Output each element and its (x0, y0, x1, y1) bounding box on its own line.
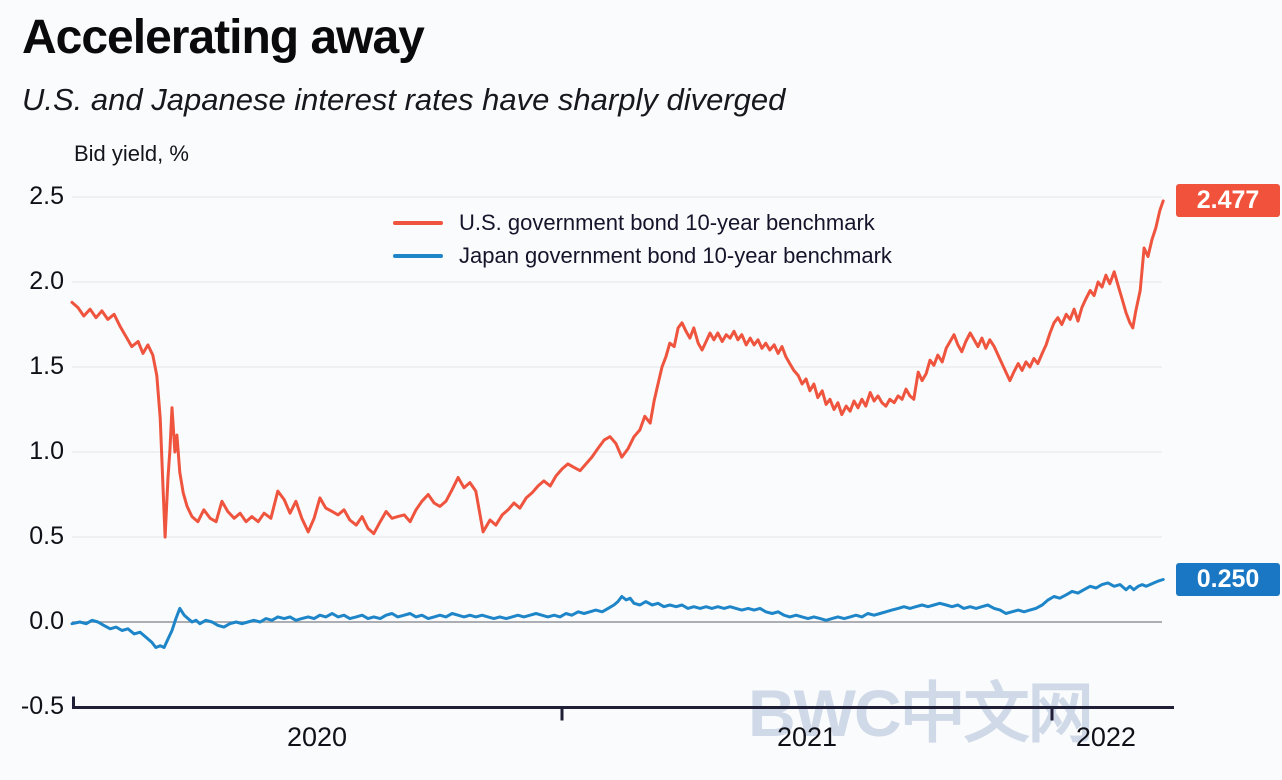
legend-label-us: U.S. government bond 10-year benchmark (459, 209, 875, 235)
x-tick-label: 2022 (1075, 722, 1136, 752)
legend-label-japan: Japan government bond 10-year benchmark (459, 242, 892, 268)
y-axis-label: Bid yield, % (74, 141, 189, 166)
chart-title: Accelerating away (22, 11, 425, 64)
legend-item-japan: Japan government bond 10-year benchmark (393, 239, 892, 272)
us-yield-line (70, 199, 1165, 539)
y-tick-label: -0.5 (20, 692, 64, 720)
chart-subtitle: U.S. and Japanese interest rates have sh… (22, 82, 786, 117)
y-tick-label: 2.0 (29, 267, 64, 295)
us-line-swatch (393, 220, 443, 225)
japan-yield-line (70, 578, 1165, 649)
y-tick-label: 2.5 (29, 182, 64, 210)
y-tick-label: 1.5 (29, 352, 64, 380)
x-tick-label: 2020 (286, 722, 348, 752)
y-tick-label: 0.0 (29, 607, 64, 635)
japan-line-swatch (393, 253, 443, 258)
legend-item-us: U.S. government bond 10-year benchmark (393, 206, 892, 239)
us-value-badge: 2.477 (1176, 184, 1280, 217)
y-tick-label: 1.0 (29, 437, 64, 465)
y-tick-label: 0.5 (29, 522, 64, 550)
x-tick-label: 2021 (776, 722, 838, 752)
legend: U.S. government bond 10-year benchmark J… (393, 206, 892, 272)
japan-value-badge: 0.250 (1176, 563, 1280, 596)
watermark: BWC中文网 (748, 676, 1094, 750)
